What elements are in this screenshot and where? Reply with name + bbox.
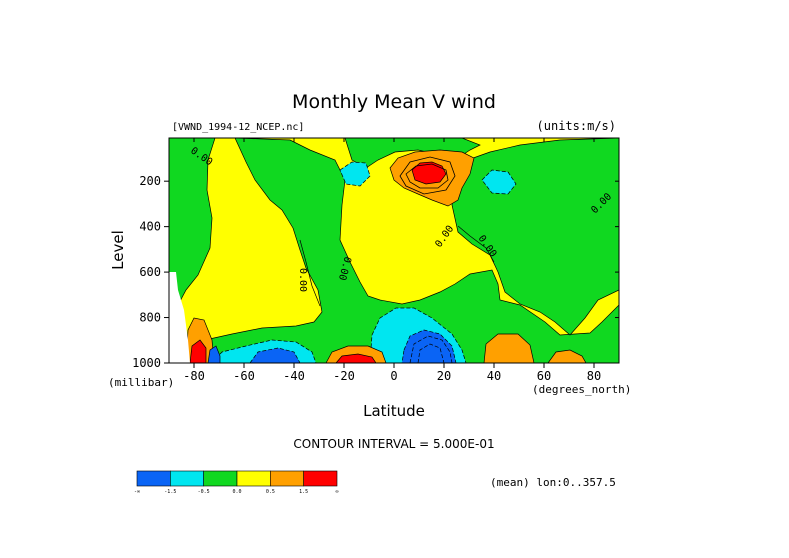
colorbar-tick-label: 1.5 bbox=[299, 489, 308, 495]
region-blue-south bbox=[249, 347, 301, 363]
dataset-label: [VWND_1994-12_NCEP.nc] bbox=[172, 122, 304, 133]
colorbar-tick-label: ∞ bbox=[335, 489, 338, 495]
region-white-80s bbox=[169, 272, 190, 363]
units-label: (units:m/s) bbox=[537, 119, 616, 133]
colorbar-tick-label: -∞ bbox=[134, 489, 140, 495]
y-units-label: (millibar) bbox=[108, 376, 174, 389]
y-axis-title: Level bbox=[109, 230, 127, 270]
y-tick-label: 800 bbox=[139, 311, 161, 325]
x-axis: -80 -60 -40 -20 0 20 40 60 80 bbox=[183, 138, 601, 383]
colorbar-swatch bbox=[203, 470, 238, 487]
mean-note: (mean) lon:0..357.5 bbox=[490, 476, 616, 489]
region-red-upper bbox=[411, 161, 447, 185]
y-tick-label: 1000 bbox=[132, 356, 161, 370]
contour-line-upper bbox=[399, 156, 456, 195]
colorbar-tick-label: -0.5 bbox=[198, 489, 210, 495]
x-tick-label: 0 bbox=[390, 369, 397, 383]
colorbar: -∞ -1.5 -0.5 0.0 0.5 1.5 ∞ bbox=[134, 470, 339, 495]
region-red-20s bbox=[335, 353, 377, 363]
colorbar-swatch bbox=[170, 470, 204, 487]
contour-field bbox=[169, 138, 619, 363]
x-units-label: (degrees_north) bbox=[532, 383, 631, 396]
y-axis: 200 400 600 800 1000 bbox=[132, 174, 619, 370]
colorbar-tick-label: -1.5 bbox=[164, 489, 176, 495]
contour-line-upper-2 bbox=[405, 163, 449, 189]
region-blue-80s bbox=[207, 345, 221, 363]
x-tick-label: -60 bbox=[233, 369, 255, 383]
colorbar-tick-label: 0.5 bbox=[266, 489, 275, 495]
x-tick-label: 40 bbox=[487, 369, 501, 383]
contour-interval: CONTOUR INTERVAL = 5.000E-01 bbox=[293, 437, 494, 451]
x-tick-label: 80 bbox=[587, 369, 601, 383]
x-tick-label: 20 bbox=[437, 369, 451, 383]
x-tick-label: -20 bbox=[333, 369, 355, 383]
contour-label: 0.00 bbox=[297, 268, 308, 292]
region-cyan-upper-right bbox=[481, 169, 517, 195]
colorbar-swatch bbox=[236, 470, 271, 487]
colorbar-swatch bbox=[303, 470, 338, 487]
region-blue-lower bbox=[401, 329, 457, 363]
y-tick-label: 400 bbox=[139, 220, 161, 234]
contour-zero-line-2 bbox=[457, 225, 495, 263]
region-red-80s bbox=[189, 339, 207, 363]
colorbar-swatch bbox=[270, 470, 304, 487]
region-orange-70n bbox=[547, 349, 587, 363]
contour-zero-line-1 bbox=[299, 239, 321, 307]
region-cyan-upper-left bbox=[339, 161, 371, 187]
chart-title: Monthly Mean V wind bbox=[292, 91, 496, 113]
x-tick-label: -80 bbox=[183, 369, 205, 383]
y-tick-label: 600 bbox=[139, 265, 161, 279]
region-orange-50n bbox=[483, 333, 535, 363]
colorbar-tick-label: 0.0 bbox=[232, 489, 241, 495]
y-tick-label: 200 bbox=[139, 174, 161, 188]
x-tick-label: 60 bbox=[537, 369, 551, 383]
x-tick-label: -40 bbox=[283, 369, 305, 383]
region-green-central bbox=[169, 138, 619, 363]
x-axis-title: Latitude bbox=[363, 402, 425, 420]
colorbar-swatch bbox=[136, 470, 171, 487]
contour-dashed-lower bbox=[409, 335, 453, 363]
